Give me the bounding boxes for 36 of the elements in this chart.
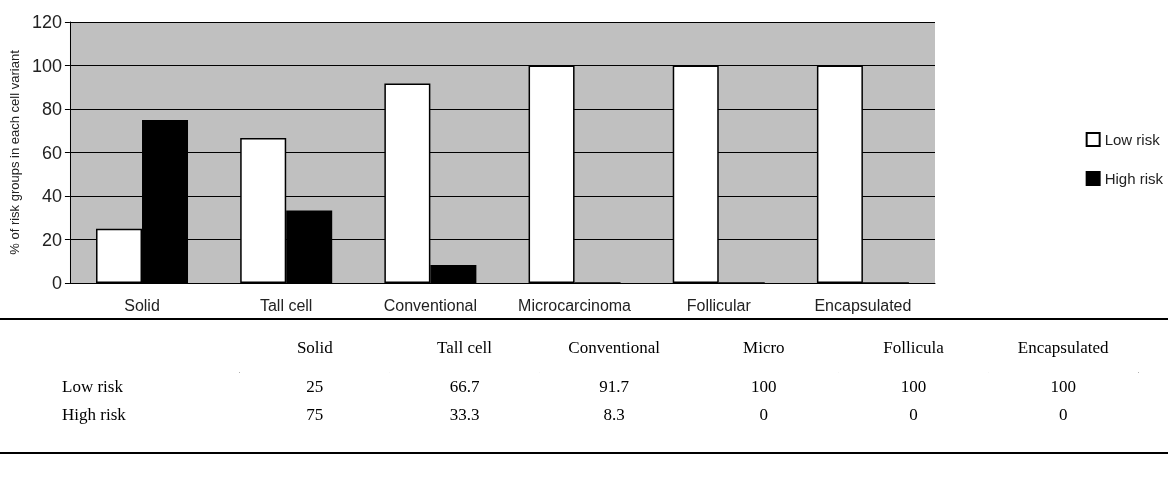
x-tick-label: Follicula xyxy=(883,338,945,357)
x-tick-label: Tall cell xyxy=(259,296,313,314)
legend-label: Low risk xyxy=(1104,131,1161,148)
y-tick-label: 100 xyxy=(31,55,62,76)
y-tick-label: 80 xyxy=(41,99,62,119)
data-label: 0 xyxy=(759,404,769,424)
y-axis-title: % of risk groups in each cell variant xyxy=(7,49,22,255)
x-tick-label: Micro xyxy=(743,338,785,357)
y-tick-label: 60 xyxy=(41,142,62,163)
x-tick-label: Solid xyxy=(124,296,160,314)
y-tick-label: 0 xyxy=(51,273,62,293)
x-tick-label: Follicular xyxy=(686,296,752,314)
data-label: 8.3 xyxy=(603,404,625,424)
data-label: 100 xyxy=(751,376,777,396)
data-label: 25 xyxy=(306,376,324,396)
x-tick-label: Conventional xyxy=(383,296,478,314)
x-tick-label: Conventional xyxy=(568,338,661,357)
x-tick-label: Encapsulated xyxy=(1017,338,1109,357)
y-tick-label: High risk xyxy=(62,404,127,424)
data-label: 0 xyxy=(909,404,918,424)
data-label: 100 xyxy=(900,376,927,396)
data-label: 100 xyxy=(1050,376,1076,396)
x-tick-label: Tall cell xyxy=(437,338,493,357)
legend-label: High risk xyxy=(1104,170,1164,187)
x-tick-label: Encapsulated xyxy=(814,296,912,314)
y-tick-label: 40 xyxy=(41,186,62,206)
x-tick-label: Solid xyxy=(296,338,334,357)
y-tick-label: 20 xyxy=(41,229,62,250)
data-label: 0 xyxy=(1058,404,1068,424)
x-tick-label: Microcarcinoma xyxy=(518,296,632,314)
data-label: 91.7 xyxy=(599,376,630,396)
y-tick-label: 120 xyxy=(31,12,62,32)
y-tick-label: Low risk xyxy=(62,376,124,396)
data-label: 75 xyxy=(306,404,324,424)
data-label: 66.7 xyxy=(449,376,480,396)
data-label: 33.3 xyxy=(449,404,480,424)
